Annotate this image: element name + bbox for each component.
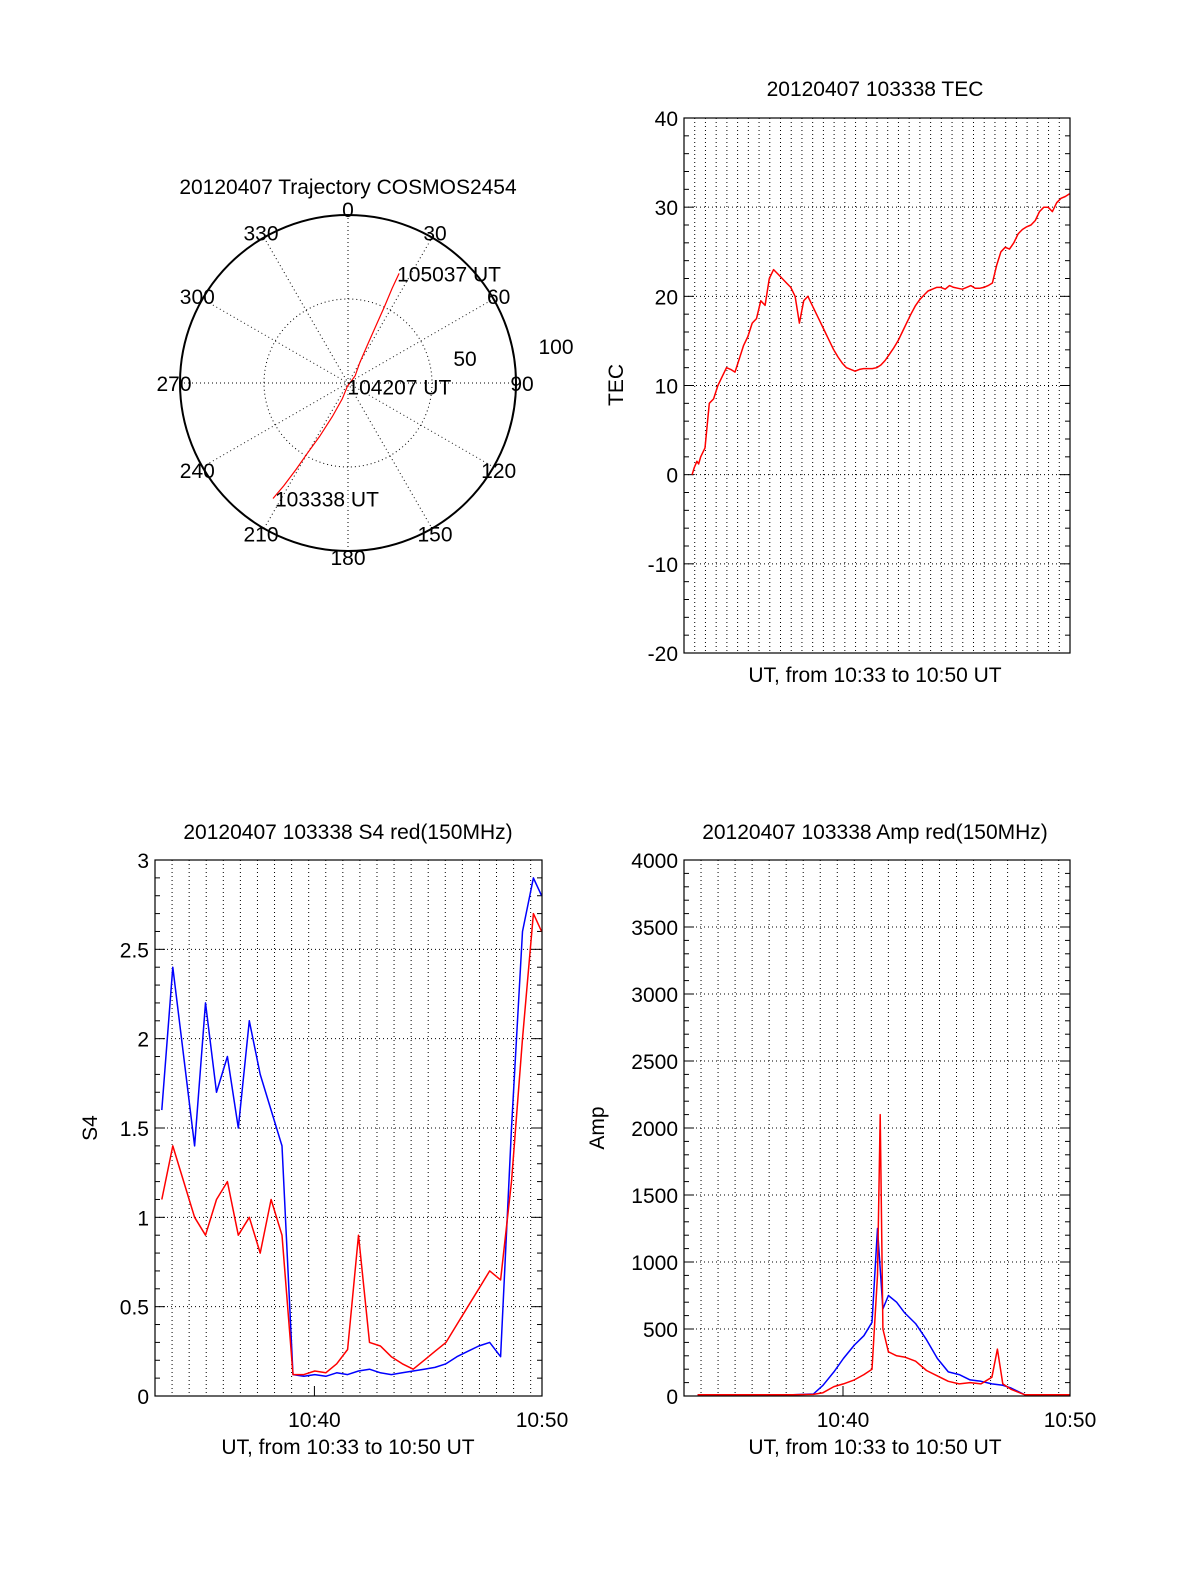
polar-azimuth-label: 210 [243,524,278,547]
tec-grid [684,118,1070,653]
trajectory-title: 20120407 Trajectory COSMOS2454 [179,176,517,199]
amp-title: 20120407 103338 Amp red(150MHz) [702,821,1048,844]
polar-azimuth-label: 270 [156,373,191,396]
x-tick-label: 10:50 [1044,1409,1097,1432]
series-line-red [161,912,543,1376]
polar-azimuth-label: 0 [342,199,354,222]
amp-grid [684,860,1070,1396]
s4-series [161,877,543,1378]
y-tick-label: 1 [137,1207,149,1230]
polar-spokes [180,215,516,551]
s4-ylabel: S4 [79,1115,102,1141]
polar-radial-label-50: 50 [453,348,476,371]
trajectory-start-time-label: 103338 UT [275,489,379,512]
y-tick-label: 1500 [631,1185,678,1208]
s4-xlabel: UT, from 10:33 to 10:50 UT [221,1436,474,1459]
series-line-blue [161,877,543,1378]
amp-series [697,1113,1070,1396]
y-tick-label: 2000 [631,1118,678,1141]
polar-azimuth-label: 180 [330,547,365,570]
tec-ylabel: TEC [605,364,628,406]
y-tick-label: 0 [137,1386,149,1409]
y-tick-label: -20 [648,643,678,666]
series-line-blue [697,1227,1070,1396]
trajectory-panel: 20120407 Trajectory COSMOS2454 0 30 60 90 12… [156,176,573,570]
polar-spoke [263,237,433,529]
amp-panel: 20120407 103338 Amp red(150MHz) 0 500 1000… [586,821,1096,1459]
s4-title: 20120407 103338 S4 red(150MHz) [183,821,512,844]
tec-plot-frame [683,117,1071,654]
polar-azimuth-label: 30 [423,222,446,245]
y-tick-label: 500 [643,1319,678,1342]
y-tick-label: 3500 [631,917,678,940]
y-tick-label: 0 [666,465,678,488]
trajectory-end-time-label: 105037 UT [397,263,501,286]
polar-azimuth-label: 150 [417,524,452,547]
x-tick-label: 10:40 [817,1409,870,1432]
y-tick-label: 2500 [631,1051,678,1074]
y-tick-label: 2.5 [120,939,149,962]
amp-xlabel: UT, from 10:33 to 10:50 UT [748,1436,1001,1459]
y-tick-label: 2 [137,1029,149,1052]
y-tick-label: 3000 [631,984,678,1007]
tec-xlabel: UT, from 10:33 to 10:50 UT [748,664,1001,687]
tec-ticks: -20 -10 0 10 20 30 40 [648,108,1070,666]
y-tick-label: 30 [655,197,678,220]
y-tick-label: 4000 [631,850,678,873]
y-tick-label: 1000 [631,1252,678,1275]
y-tick-label: 3 [137,850,149,873]
y-tick-label: -10 [648,554,678,577]
polar-azimuth-label: 60 [487,286,510,309]
s4-grid [155,860,542,1396]
y-tick-label: 1.5 [120,1118,149,1141]
trajectory-mid-time-label: 104207 UT [347,376,451,399]
polar-radial-label-100: 100 [538,336,573,359]
s4-ticks: 0 0.5 1 1.5 2 2.5 3 10:40 10:50 [120,850,568,1432]
polar-azimuth-label: 330 [243,222,278,245]
polar-azimuth-label: 90 [510,373,533,396]
tec-panel: 20120407 103338 TEC -20 -10 0 10 20 30 40 UT, … [605,78,1071,687]
x-tick-label: 10:50 [516,1409,569,1432]
x-tick-label: 10:40 [288,1409,341,1432]
y-tick-label: 20 [655,286,678,309]
polar-azimuth-labels: 0 30 60 90 120 150 180 210 240 270 300 330 [156,199,533,570]
y-tick-label: 10 [655,376,678,399]
series-line-red [697,1113,1070,1396]
polar-azimuth-label: 120 [481,460,516,483]
amp-ylabel: Amp [586,1106,609,1149]
s4-panel: 20120407 103338 S4 red(150MHz) 0 0.5 1 1.5 2… [79,821,568,1459]
series-line-red [691,193,1070,475]
tec-title: 20120407 103338 TEC [767,78,984,101]
tec-series [691,193,1070,475]
polar-azimuth-label: 300 [180,286,215,309]
trajectory-track-line [272,273,400,499]
s4-plot-frame [154,859,543,1397]
polar-azimuth-label: 240 [180,460,215,483]
y-tick-label: 40 [655,108,678,131]
y-tick-label: 0 [666,1386,678,1409]
amp-ticks: 0 500 1000 1500 2000 2500 3000 3500 4000 10:40 10:… [631,850,1096,1432]
amp-plot-frame [683,859,1071,1397]
y-tick-label: 0.5 [120,1297,149,1320]
